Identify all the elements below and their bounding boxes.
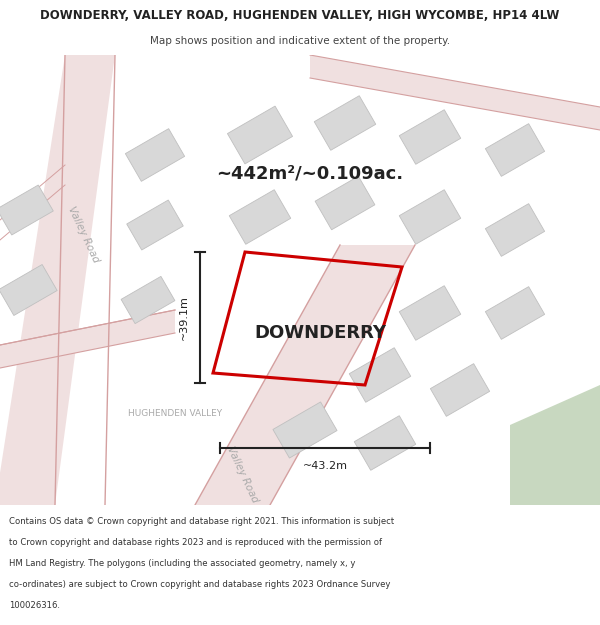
Polygon shape: [485, 124, 545, 176]
Polygon shape: [121, 276, 175, 324]
Text: 100026316.: 100026316.: [9, 601, 60, 610]
Polygon shape: [0, 185, 53, 235]
Text: ~39.1m: ~39.1m: [179, 295, 189, 340]
Polygon shape: [349, 348, 411, 403]
Text: DOWNDERRY: DOWNDERRY: [254, 324, 386, 342]
Polygon shape: [510, 385, 600, 505]
Polygon shape: [0, 310, 175, 368]
Polygon shape: [125, 129, 185, 181]
Polygon shape: [314, 96, 376, 150]
Polygon shape: [354, 416, 416, 470]
Polygon shape: [315, 176, 375, 230]
Polygon shape: [0, 264, 57, 316]
Polygon shape: [127, 200, 183, 250]
Text: HM Land Registry. The polygons (including the associated geometry, namely x, y: HM Land Registry. The polygons (includin…: [9, 559, 355, 568]
Polygon shape: [273, 402, 337, 458]
Polygon shape: [399, 110, 461, 164]
Polygon shape: [399, 190, 461, 244]
Text: DOWNDERRY, VALLEY ROAD, HUGHENDEN VALLEY, HIGH WYCOMBE, HP14 4LW: DOWNDERRY, VALLEY ROAD, HUGHENDEN VALLEY…: [40, 9, 560, 22]
Text: Valley Road: Valley Road: [65, 205, 100, 265]
Text: ~442m²/~0.109ac.: ~442m²/~0.109ac.: [217, 164, 404, 182]
Polygon shape: [227, 106, 293, 164]
Text: HUGHENDEN VALLEY: HUGHENDEN VALLEY: [128, 409, 222, 418]
Text: Map shows position and indicative extent of the property.: Map shows position and indicative extent…: [150, 36, 450, 46]
Polygon shape: [195, 245, 415, 505]
Polygon shape: [399, 286, 461, 340]
Text: Valley Road: Valley Road: [224, 445, 259, 505]
Text: Contains OS data © Crown copyright and database right 2021. This information is : Contains OS data © Crown copyright and d…: [9, 517, 394, 526]
Polygon shape: [310, 55, 600, 130]
Polygon shape: [229, 190, 291, 244]
Text: co-ordinates) are subject to Crown copyright and database rights 2023 Ordnance S: co-ordinates) are subject to Crown copyr…: [9, 580, 391, 589]
Polygon shape: [430, 364, 490, 416]
Text: ~43.2m: ~43.2m: [302, 461, 347, 471]
Polygon shape: [485, 204, 545, 256]
Text: to Crown copyright and database rights 2023 and is reproduced with the permissio: to Crown copyright and database rights 2…: [9, 538, 382, 547]
Polygon shape: [485, 287, 545, 339]
Polygon shape: [0, 55, 115, 505]
